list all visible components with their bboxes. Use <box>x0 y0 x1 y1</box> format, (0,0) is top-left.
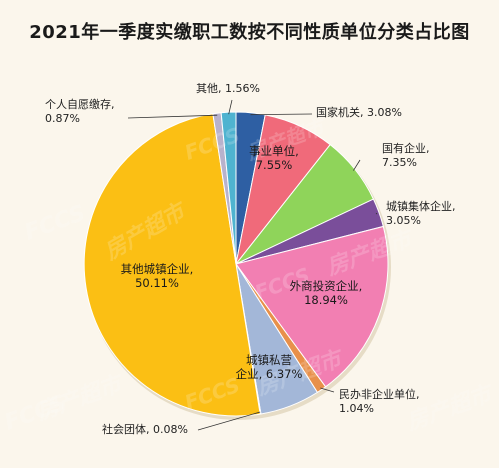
slice-label-1: 国家机关, 3.08% <box>316 105 402 119</box>
slice-label-4-line-1: 城镇集体企业, <box>386 199 456 213</box>
slice-label-3-line-2: 7.35% <box>382 156 417 169</box>
slice-label-5: 外商投资企业, 18.94% <box>290 279 363 307</box>
chart-title: 2021年一季度实缴职工数按不同性质单位分类占比图 <box>29 22 470 43</box>
slice-label-3: 国有企业, 7.35% <box>382 141 430 169</box>
leader-line-4 <box>375 212 378 215</box>
slice-label-5-line-2: 18.94% <box>304 293 348 307</box>
slice-label-2-line-1: 事业单位, <box>249 144 299 158</box>
slice-label-10-line-2: 0.87% <box>45 112 80 125</box>
slice-label-10: 个人自愿缴存, 0.87% <box>45 97 115 125</box>
leader-line-11 <box>228 99 233 115</box>
leader-line-6 <box>320 387 335 393</box>
slice-label-11-line-1: 其他, 1.56% <box>196 82 260 95</box>
slice-label-7-line-2: 企业, 6.37% <box>236 367 303 381</box>
leader-line-1 <box>250 113 313 116</box>
slice-label-9-line-2: 50.11% <box>135 276 179 290</box>
slice-label-2: 事业单位, 7.55% <box>249 144 299 172</box>
slice-label-5-line-1: 外商投资企业, <box>290 279 363 293</box>
slice-label-2-line-2: 7.55% <box>256 158 293 172</box>
slice-label-9-line-1: 其他城镇企业, <box>121 262 194 276</box>
slice-label-8: 社会团体, 0.08% <box>102 422 188 436</box>
pie-slice-9[interactable] <box>83 113 261 417</box>
slice-label-6-line-1: 民办非企业单位, <box>339 387 420 401</box>
slice-label-9: 其他城镇企业, 50.11% <box>121 262 194 290</box>
slice-label-10-line-1: 个人自愿缴存, <box>45 97 115 111</box>
slice-label-4: 城镇集体企业, 3.05% <box>386 199 456 227</box>
slice-label-1-line-1: 国家机关, 3.08% <box>316 105 402 119</box>
slice-label-4-line-2: 3.05% <box>386 214 421 227</box>
watermark-10: 房产超市 <box>32 370 128 426</box>
slice-label-8-line-1: 社会团体, 0.08% <box>102 422 188 436</box>
slice-label-7-line-1: 城镇私营 <box>246 353 292 367</box>
pie-slice-5[interactable] <box>235 225 389 388</box>
slice-label-6: 民办非企业单位, 1.04% <box>339 387 420 415</box>
pie-slice-11[interactable] <box>220 111 237 265</box>
watermark-3: FCCS <box>22 201 89 246</box>
leader-line-10 <box>127 114 218 119</box>
slice-label-11: 其他, 1.56% <box>196 82 260 95</box>
leader-line-3 <box>353 159 361 171</box>
leader-line-8 <box>197 411 261 431</box>
slice-label-3-line-1: 国有企业, <box>382 141 430 155</box>
slice-label-7: 城镇私营企业, 6.37% <box>236 353 303 381</box>
slice-label-6-line-2: 1.04% <box>339 402 374 415</box>
